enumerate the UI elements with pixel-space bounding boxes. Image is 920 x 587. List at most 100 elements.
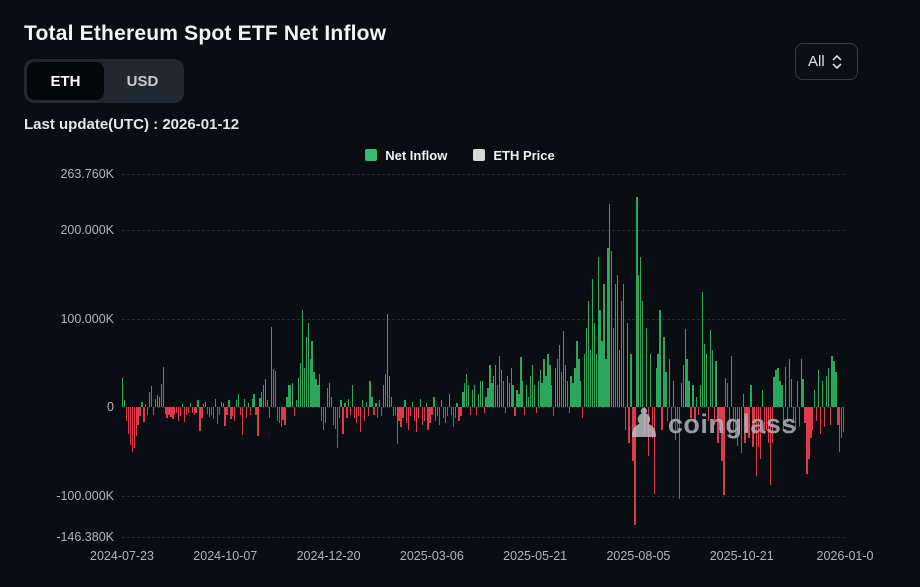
bar[interactable] <box>833 360 835 408</box>
bar[interactable] <box>462 391 464 408</box>
bar[interactable] <box>299 363 302 408</box>
bar[interactable] <box>547 354 549 408</box>
bar[interactable] <box>147 407 149 415</box>
bar[interactable] <box>812 407 814 430</box>
bar[interactable] <box>319 373 321 408</box>
bar[interactable] <box>439 407 441 426</box>
bar[interactable] <box>527 396 530 408</box>
bar[interactable] <box>243 398 246 408</box>
bar[interactable] <box>458 407 460 421</box>
bar[interactable] <box>564 364 566 408</box>
bar[interactable] <box>553 407 555 417</box>
bar[interactable] <box>827 367 829 408</box>
bar[interactable] <box>263 385 265 408</box>
bar[interactable] <box>185 407 188 415</box>
bar[interactable] <box>350 407 352 415</box>
bar[interactable] <box>212 407 215 419</box>
bar[interactable] <box>408 407 410 430</box>
bar[interactable] <box>835 372 837 408</box>
bar[interactable] <box>732 407 735 430</box>
bar[interactable] <box>404 400 406 408</box>
bar[interactable] <box>309 358 311 408</box>
bar[interactable] <box>798 407 800 427</box>
bar[interactable] <box>529 376 532 408</box>
bar[interactable] <box>843 407 845 433</box>
bar[interactable] <box>168 407 170 416</box>
bar[interactable] <box>203 403 205 408</box>
bar[interactable] <box>568 407 570 413</box>
bar[interactable] <box>390 396 392 408</box>
bar[interactable] <box>497 385 499 408</box>
bar[interactable] <box>145 403 147 408</box>
bar[interactable] <box>483 407 485 413</box>
bar[interactable] <box>224 407 226 427</box>
bar[interactable] <box>226 407 228 415</box>
bar[interactable] <box>810 407 812 439</box>
bar[interactable] <box>237 394 240 408</box>
bar[interactable] <box>485 396 487 408</box>
bar[interactable] <box>688 380 690 408</box>
bar[interactable] <box>526 385 528 408</box>
bar[interactable] <box>788 358 791 408</box>
bar[interactable] <box>268 407 271 419</box>
bar[interactable] <box>647 407 650 457</box>
bar[interactable] <box>730 356 733 408</box>
bar[interactable] <box>417 407 420 419</box>
bar[interactable] <box>624 407 626 430</box>
bar[interactable] <box>707 407 710 421</box>
bar[interactable] <box>549 364 551 408</box>
bar[interactable] <box>307 323 309 408</box>
bar[interactable] <box>771 407 773 443</box>
bar[interactable] <box>355 407 358 424</box>
bar[interactable] <box>808 407 810 459</box>
bar[interactable] <box>413 407 416 421</box>
bar[interactable] <box>504 407 507 413</box>
bar[interactable] <box>601 341 603 408</box>
bar[interactable] <box>738 407 740 434</box>
bar[interactable] <box>183 407 186 423</box>
bar[interactable] <box>655 367 657 408</box>
bar[interactable] <box>531 364 534 408</box>
bar[interactable] <box>837 407 839 426</box>
bar[interactable] <box>123 400 126 408</box>
bar[interactable] <box>218 407 220 415</box>
bar[interactable] <box>585 327 588 408</box>
bar[interactable] <box>667 407 669 421</box>
bar[interactable] <box>435 407 437 421</box>
bar[interactable] <box>516 389 518 408</box>
bar[interactable] <box>288 385 290 408</box>
bar[interactable] <box>384 373 387 408</box>
bar[interactable] <box>421 407 423 426</box>
bar[interactable] <box>758 407 760 448</box>
bar[interactable] <box>634 407 636 526</box>
bar[interactable] <box>570 376 572 408</box>
bar[interactable] <box>259 397 261 408</box>
bar[interactable] <box>394 407 396 415</box>
bar[interactable] <box>396 407 398 444</box>
bar[interactable] <box>541 382 543 408</box>
bar[interactable] <box>400 407 402 427</box>
bar[interactable] <box>792 407 795 424</box>
bar[interactable] <box>533 385 536 408</box>
bar[interactable] <box>572 382 574 408</box>
bar[interactable] <box>696 396 698 408</box>
bar[interactable] <box>777 367 779 408</box>
bar[interactable] <box>752 407 754 448</box>
legend-item-net-inflow[interactable]: Net Inflow <box>365 148 447 163</box>
bar[interactable] <box>477 394 479 408</box>
bar[interactable] <box>440 400 443 408</box>
bar[interactable] <box>446 407 449 417</box>
bar[interactable] <box>698 407 700 415</box>
bar[interactable] <box>315 379 317 408</box>
bar[interactable] <box>800 358 802 408</box>
bar[interactable] <box>618 349 621 408</box>
bar[interactable] <box>821 380 824 408</box>
bar[interactable] <box>560 372 563 408</box>
bar[interactable] <box>713 407 715 426</box>
bar[interactable] <box>543 358 545 408</box>
bar[interactable] <box>255 407 257 416</box>
bar[interactable] <box>701 291 704 408</box>
bar[interactable] <box>466 373 468 408</box>
bar[interactable] <box>692 385 694 408</box>
bar[interactable] <box>769 407 771 486</box>
